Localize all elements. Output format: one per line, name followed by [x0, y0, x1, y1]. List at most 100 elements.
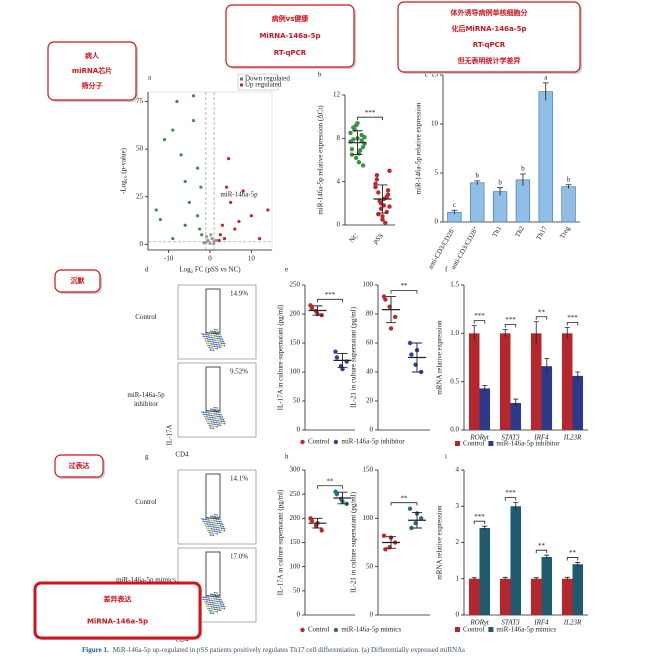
y-tick-label: 100 [363, 514, 374, 522]
point [359, 138, 364, 143]
callout: 病例vs健康 MiRNA-146a-5p RT-qPCR [225, 4, 356, 69]
flow-dot [204, 520, 206, 523]
flow-dot [209, 525, 212, 528]
flow-dot [210, 338, 212, 341]
flow-dot [211, 349, 213, 351]
significance-bracket [390, 290, 418, 294]
flow-dot [210, 608, 212, 610]
flow-dot [217, 422, 219, 424]
flow-dot [213, 328, 216, 331]
y-tick-label: 25 [136, 192, 144, 200]
x-tick-label: IL23R [563, 434, 582, 442]
flow-dot [223, 345, 226, 347]
flow-dot [208, 521, 211, 523]
x-tick-label: STAT3 [501, 619, 520, 627]
annotation: miR-146a-5p [220, 190, 258, 198]
flow-dot [218, 335, 221, 338]
bar [515, 179, 531, 223]
significance-bracket [504, 497, 517, 501]
point [352, 127, 357, 132]
x-tick-label: RORγt [469, 434, 489, 442]
callout-text: 沉默 [71, 276, 86, 285]
flow-dot [216, 417, 218, 420]
flow-dot [222, 603, 225, 606]
flow-dot [216, 526, 218, 529]
flow-dot [213, 593, 215, 596]
flow-dot [205, 336, 208, 338]
flow-dot [210, 597, 213, 600]
point [334, 355, 340, 360]
panel-label: a [148, 74, 152, 82]
flow-dot [206, 525, 208, 527]
flow-dot [214, 516, 217, 518]
flow-dot [210, 421, 213, 423]
flow-dot [210, 416, 212, 419]
error-bar [451, 209, 458, 215]
flow-dot [207, 527, 210, 530]
gate-percent: 9.52% [230, 368, 248, 376]
y-tick-label: 3 [456, 502, 460, 510]
point [360, 163, 366, 168]
legend-label: miR-146a-5p mimics [341, 626, 401, 634]
y-tick-label: 40 [366, 368, 374, 376]
point [171, 236, 175, 241]
flow-dot [205, 416, 207, 418]
point [419, 516, 424, 521]
flow-dot [205, 414, 208, 416]
flow-dot [211, 408, 214, 411]
flow-dot [208, 416, 210, 418]
flow-dot [222, 344, 224, 347]
flow-dot [216, 346, 219, 348]
error-bar [565, 184, 572, 189]
flow-dot [214, 425, 217, 428]
point [333, 349, 338, 354]
point [319, 528, 324, 533]
bar [470, 182, 485, 223]
error-bar [502, 576, 508, 581]
flow-dot [218, 340, 220, 342]
x-tick-label: Treg [558, 224, 572, 240]
flow-dot [215, 530, 217, 533]
flow-dot [203, 337, 206, 340]
significance-label: ** [401, 282, 409, 290]
bar [561, 186, 576, 223]
significance-bracket [473, 520, 486, 525]
flow-dot [209, 418, 212, 421]
x-tick-label: RORγt [469, 619, 489, 627]
flow-dot [201, 333, 203, 335]
panel-label: b [318, 71, 322, 79]
flow-dot [204, 598, 206, 601]
flow-dot [211, 593, 214, 596]
flow-dot [204, 518, 206, 521]
flow-dot [204, 411, 206, 414]
flow-dot [216, 531, 219, 533]
flow-dot [220, 422, 222, 424]
flow-dot [212, 522, 214, 524]
bar [468, 578, 480, 615]
flow-dot [218, 531, 220, 533]
flow-dot [205, 338, 207, 340]
flow-dot [204, 333, 206, 336]
point [376, 211, 381, 217]
point [191, 118, 196, 123]
flow-dot [208, 607, 211, 610]
y-tick-label: 50 [293, 586, 301, 594]
point [409, 352, 414, 357]
flow-dot [214, 598, 216, 600]
callout-box [47, 41, 137, 101]
point [220, 223, 224, 227]
flow-dot [208, 414, 211, 416]
flow-dot [204, 335, 206, 338]
flow-dot [218, 346, 220, 348]
flow-dot [224, 343, 226, 345]
callout-text: 差异表达 [104, 595, 132, 604]
flow-dot [208, 531, 210, 534]
flow-dot [210, 343, 213, 345]
y-tick-label: 75 [136, 97, 144, 105]
flow-dot [216, 604, 218, 607]
flow-dot [214, 610, 217, 613]
flow-dot [215, 335, 218, 337]
flow-dot [210, 523, 212, 526]
callout: 过表达 [54, 454, 105, 479]
flow-dot [206, 523, 209, 525]
